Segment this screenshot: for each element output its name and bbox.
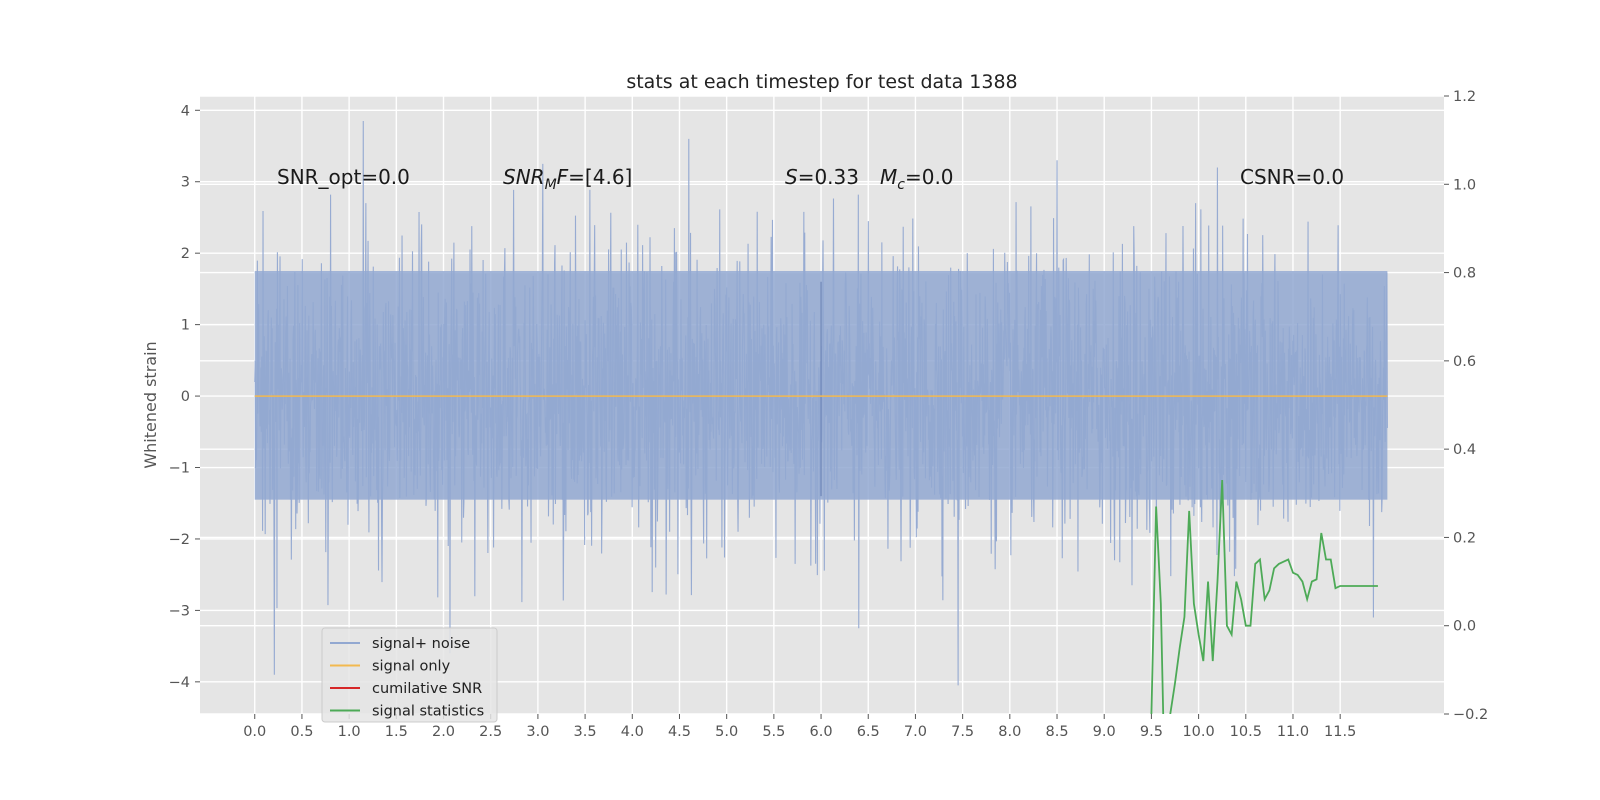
x-tick-label: 9.0 (1093, 724, 1116, 740)
x-tick-label: 0.5 (290, 724, 313, 740)
legend-label: signal+ noise (372, 636, 470, 652)
x-tick-label: 10.0 (1182, 724, 1214, 740)
y2-tick-label: 0.8 (1453, 266, 1476, 282)
x-tick-label: 11.5 (1324, 724, 1356, 740)
x-tick-label: 2.0 (432, 724, 455, 740)
x-tick-label: 0.0 (243, 724, 266, 740)
y-tick-label: −2 (169, 532, 190, 548)
y2-tick-label: 0.2 (1453, 530, 1476, 546)
x-tick-label: 10.5 (1230, 724, 1262, 740)
x-tick-label: 4.5 (668, 724, 691, 740)
y-tick-label: −4 (169, 675, 190, 691)
series-layer (254, 121, 1388, 714)
x-tick-label: 6.5 (857, 724, 880, 740)
x-tick-label: 9.5 (1140, 724, 1163, 740)
y2-tick-label: 1.0 (1453, 177, 1476, 193)
y-tick-label: −1 (169, 461, 190, 477)
y-axis-left: −4 −3 −2 −1 0 1 2 3 4 (169, 103, 200, 691)
legend: signal+ noise signal only cumilative SNR si… (321, 627, 498, 723)
y2-tick-label: −0.2 (1453, 707, 1488, 723)
x-tick-label: 8.5 (1045, 724, 1068, 740)
x-tick-label: 8.0 (998, 724, 1021, 740)
s-symbol: S (785, 165, 798, 189)
chart-title: stats at each timestep for test data 138… (626, 71, 1017, 93)
mc-value: =0.0 (905, 165, 954, 189)
x-tick-label: 1.0 (338, 724, 361, 740)
snr-mf-value: =[4.6] (568, 165, 632, 189)
annotation-snr-opt: SNR_opt=0.0 (277, 165, 410, 189)
snr-mf-symbol: SNR (503, 165, 545, 189)
mc-subscript: c (897, 177, 905, 193)
snr-mf-subscript: M (545, 177, 557, 193)
y-tick-label: 0 (181, 389, 190, 405)
x-tick-label: 7.0 (904, 724, 927, 740)
y-axis-label: Whitened strain (141, 341, 160, 468)
legend-box (321, 627, 498, 723)
annotation-mc: Mc=0.0 (880, 165, 954, 193)
y2-tick-label: 0.6 (1453, 354, 1476, 370)
x-tick-label: 7.5 (951, 724, 974, 740)
series-signal-statistics (1150, 479, 1378, 714)
s-value: =0.33 (798, 165, 859, 189)
snr-mf-f: F (557, 165, 569, 189)
x-tick-label: 3.5 (574, 724, 597, 740)
mc-symbol: M (880, 165, 897, 189)
y-tick-label: 4 (181, 103, 190, 119)
annotation-snr-mf: SNRMF=[4.6] (503, 165, 632, 193)
legend-label: cumilative SNR (372, 681, 482, 697)
annotation-csnr: CSNR=0.0 (1240, 165, 1344, 189)
legend-label: signal statistics (372, 704, 484, 720)
y-tick-label: 2 (181, 246, 190, 262)
x-tick-label: 5.0 (715, 724, 738, 740)
x-tick-label: 1.5 (385, 724, 408, 740)
y-tick-label: 3 (181, 175, 190, 191)
y-axis-right: −0.2 0.0 0.2 0.4 0.6 0.8 1.0 1.2 (1444, 89, 1488, 723)
y2-tick-label: 0.0 (1453, 619, 1476, 635)
x-tick-label: 5.5 (762, 724, 785, 740)
y2-tick-label: 0.4 (1453, 442, 1476, 458)
y-tick-label: −3 (169, 603, 190, 619)
y2-tick-label: 1.2 (1453, 89, 1476, 105)
x-tick-label: 11.0 (1277, 724, 1309, 740)
x-tick-label: 4.0 (621, 724, 644, 740)
x-tick-label: 3.0 (526, 724, 549, 740)
x-tick-label: 6.0 (810, 724, 833, 740)
legend-label: signal only (372, 659, 451, 675)
x-axis: 0.0 0.5 1.0 1.5 2.0 2.5 3.0 3.5 4.0 4.5 5.0 5.5 6.0 6… (243, 714, 1356, 740)
y-tick-label: 1 (181, 318, 190, 334)
x-tick-label: 2.5 (479, 724, 502, 740)
annotation-s: S=0.33 (785, 165, 859, 189)
